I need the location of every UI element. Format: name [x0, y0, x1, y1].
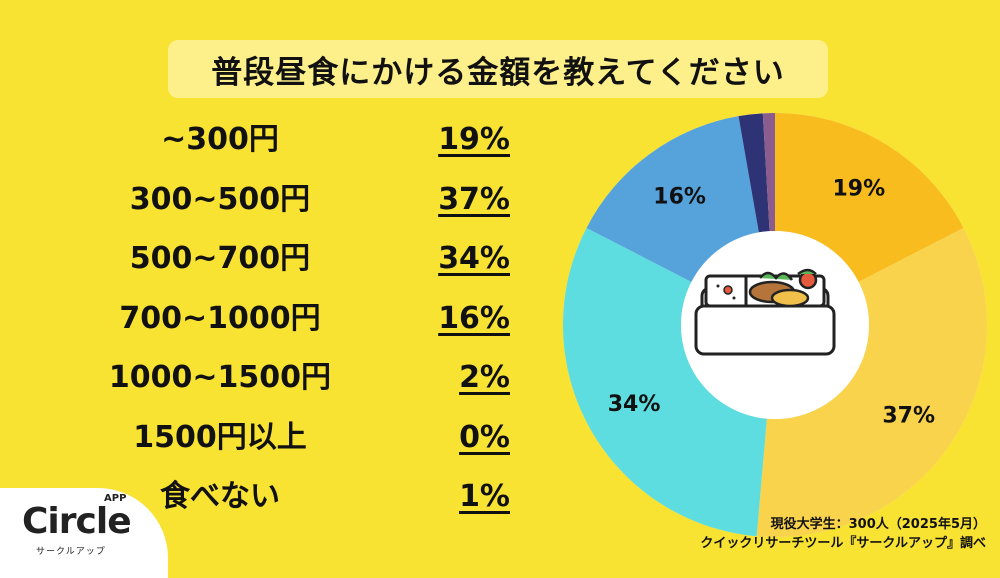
legend-label: 1000~1500円	[108, 360, 332, 395]
source-line-1: 現役大学生：300人（2025年5月）	[770, 517, 986, 532]
legend-value: 34%	[438, 241, 510, 276]
donut-slice	[762, 113, 775, 232]
legend-row: ~300円 19%	[0, 120, 540, 160]
legend-row: 700~1000円 16%	[0, 299, 540, 339]
donut-slice	[738, 113, 770, 233]
source-line-2: クイックリサーチツール『サークルアップ』調べ	[700, 536, 986, 551]
title-banner: 普段昼食にかける金額を教えてください	[168, 40, 828, 98]
legend-label: 700~1000円	[119, 300, 321, 336]
legend-value: 1%	[459, 479, 510, 514]
logo-name: Circle	[22, 501, 132, 542]
donut-chart: 19% 37% 34% 16%	[562, 113, 987, 537]
legend-label: 300~500円	[129, 181, 311, 217]
legend-row: 食べない 1%	[0, 477, 540, 517]
donut-slice	[562, 227, 767, 537]
legend-value: 16%	[438, 300, 510, 336]
legend-label: 食べない	[160, 479, 280, 514]
legend-label: ~300円	[161, 122, 279, 157]
slice-label: 34%	[608, 392, 661, 417]
legend-label: 500~700円	[129, 241, 311, 276]
source-note: 現役大学生：300人（2025年5月） クイックリサーチツール『サークルアップ』…	[700, 515, 986, 553]
legend-value: 0%	[459, 419, 510, 455]
legend-row: 500~700円 34%	[0, 239, 540, 279]
bento-box-icon	[694, 268, 836, 356]
donut-slice	[756, 227, 987, 537]
logo-superscript: APP	[104, 493, 127, 504]
legend-row: 300~500円 37%	[0, 180, 540, 220]
legend-row: 1500円以上 0%	[0, 418, 540, 458]
legend-label: 1500円以上	[133, 419, 307, 455]
slice-label: 16%	[653, 184, 706, 209]
slice-label: 19%	[832, 177, 885, 202]
legend-row: 1000~1500円 2%	[0, 358, 540, 398]
logo-kana: サークルアップ	[36, 547, 106, 557]
legend-value: 2%	[459, 360, 510, 395]
donut-slice	[775, 113, 964, 282]
slice-label: 37%	[882, 404, 935, 429]
legend-value: 19%	[438, 122, 510, 157]
donut-slice	[586, 116, 759, 282]
legend-value: 37%	[438, 181, 510, 217]
page-title: 普段昼食にかける金額を教えてください	[211, 54, 785, 91]
